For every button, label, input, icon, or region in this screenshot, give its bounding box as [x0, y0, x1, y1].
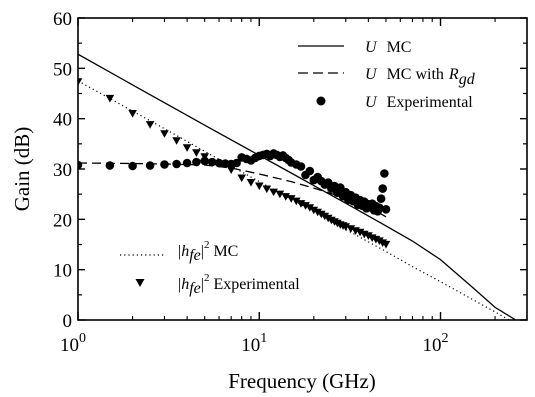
- legend-circle-marker: [316, 96, 326, 106]
- hfe-experimental-point: [145, 121, 155, 129]
- hfe-experimental-point: [105, 94, 115, 103]
- hfe-experimental-point: [182, 144, 192, 152]
- hfe-experimental-point: [341, 223, 350, 231]
- legend-bottom-left: |hfe|2 MC |hfe|2 Experimental: [120, 239, 300, 297]
- y-tick-label: 60: [53, 9, 72, 30]
- hfe-experimental-point: [172, 137, 181, 145]
- hfe-experimental-point: [286, 195, 296, 203]
- u-experimental-point: [296, 162, 306, 171]
- y-tick-label: 40: [53, 110, 72, 131]
- y-tick-label: 30: [53, 160, 72, 181]
- hfe-experimental-point: [160, 130, 169, 138]
- u-experimental-point: [380, 169, 389, 178]
- u-experimental-point: [192, 157, 201, 167]
- hfe-experimental-point: [296, 200, 306, 208]
- x-tick-label: 100: [60, 331, 86, 356]
- hfe-experimental-point: [255, 182, 264, 191]
- hfe-experimental-point: [275, 190, 285, 199]
- y-tick-label: 20: [53, 210, 72, 231]
- hfe-experimental-point: [320, 212, 330, 221]
- hfe-experimental-point: [192, 149, 201, 157]
- hfe-experimental-point: [128, 110, 137, 118]
- hfe-experimental-point: [226, 166, 236, 174]
- legend-top-right: U MC U MC with Rgd U Experimental: [298, 39, 476, 111]
- hfe-experimental-point: [309, 206, 319, 215]
- hfe-experimental-point: [317, 210, 326, 219]
- x-tick-label: 102: [423, 331, 449, 356]
- x-tick-label: 101: [241, 331, 267, 356]
- u-experimental-point: [128, 161, 137, 171]
- hfe-experimental-point: [364, 232, 373, 240]
- legend-triangle-marker: [135, 279, 145, 287]
- hfe-experimental-point: [305, 204, 315, 212]
- ticks-layer: 0 10 20 30 40 50 60 100 101 102: [53, 9, 528, 356]
- hfe-experimental-point: [301, 202, 310, 210]
- u-experimental-point: [145, 161, 155, 170]
- hfe-experimental-point: [355, 228, 365, 237]
- hfe-experimental-point: [78, 78, 83, 86]
- series-layer: [78, 53, 517, 320]
- legend-u-mc-rgd-label: U MC with Rgd: [365, 66, 476, 88]
- hfe-experimental-point: [292, 197, 301, 206]
- u-experimental-point: [376, 194, 386, 203]
- u-experimental-point: [78, 160, 83, 170]
- u-experimental-point: [381, 205, 391, 214]
- hfe-experimental-point: [346, 225, 356, 233]
- hfe-experimental-point: [262, 185, 272, 194]
- hfe-experimental-point: [214, 160, 224, 168]
- y-axis-title: Gain (dB): [10, 127, 34, 212]
- hfe-experimental-point: [269, 188, 278, 197]
- u-experimental-point: [305, 166, 315, 176]
- x-axis-title: Frequency (GHz): [228, 369, 376, 393]
- u-experimental-point: [160, 160, 169, 169]
- series-u-mc-line: [78, 53, 517, 320]
- legend-hfe-mc-label: |hfe|2 MC: [178, 239, 238, 264]
- hfe-experimental-point: [381, 240, 391, 249]
- u-experimental-point: [207, 157, 217, 167]
- u-experimental-point: [232, 158, 241, 168]
- hfe-experimental-point: [200, 153, 209, 161]
- u-experimental-point: [375, 203, 384, 213]
- hfe-experimental-point: [246, 179, 256, 187]
- hfe-experimental-point: [237, 174, 246, 183]
- u-experimental-point: [378, 184, 388, 193]
- u-experimental-point: [105, 161, 115, 170]
- hfe-experimental-point: [281, 193, 290, 201]
- legend-hfe-exp-label: |hfe|2 Experimental: [178, 272, 300, 297]
- y-tick-label: 0: [63, 311, 73, 332]
- legend-u-mc-label: U MC: [365, 39, 411, 56]
- hfe-experimental-point: [375, 237, 384, 245]
- hfe-experimental-point: [313, 208, 322, 217]
- legend-u-exp-label: U Experimental: [365, 94, 473, 111]
- u-experimental-point: [182, 158, 192, 168]
- y-tick-label: 10: [53, 261, 72, 282]
- y-tick-label: 50: [53, 59, 72, 80]
- u-experimental-point: [172, 159, 181, 169]
